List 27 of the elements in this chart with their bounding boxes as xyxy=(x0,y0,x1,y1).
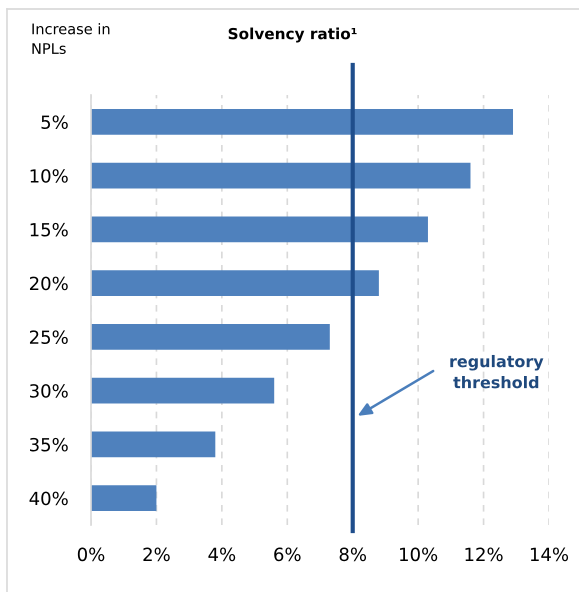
bar xyxy=(91,270,379,296)
y-tick-label: 20% xyxy=(30,276,68,290)
y-tick-label: 25% xyxy=(30,330,68,344)
y-tick-label: 5% xyxy=(42,115,68,129)
y-tick-label: 15% xyxy=(30,222,68,236)
x-tick-label: 4% xyxy=(208,548,236,562)
x-tick-label: 6% xyxy=(274,548,301,562)
x-tick-label: 2% xyxy=(143,548,170,562)
x-tick-label: 0% xyxy=(78,548,104,562)
bar xyxy=(91,108,514,135)
y-tick-label: 10% xyxy=(30,169,68,183)
x-tick-label: 10% xyxy=(400,548,438,562)
x-tick-label: 8% xyxy=(340,548,366,562)
y-axis-title: Increase in NPLs xyxy=(32,23,110,54)
y-tick-label: 35% xyxy=(30,438,68,452)
bar xyxy=(91,431,216,458)
chart-title: Solvency ratio¹ xyxy=(228,28,357,42)
x-tick-label: 12% xyxy=(465,548,503,562)
y-tick-label: 30% xyxy=(30,384,68,398)
bar xyxy=(91,324,330,350)
bar xyxy=(91,378,274,404)
ref-line-label: regulatory threshold xyxy=(450,354,544,388)
x-tick-label: 14% xyxy=(530,548,568,562)
bar xyxy=(91,216,428,242)
y-tick-label: 40% xyxy=(30,492,68,506)
bar xyxy=(91,485,156,512)
bar xyxy=(91,162,470,189)
